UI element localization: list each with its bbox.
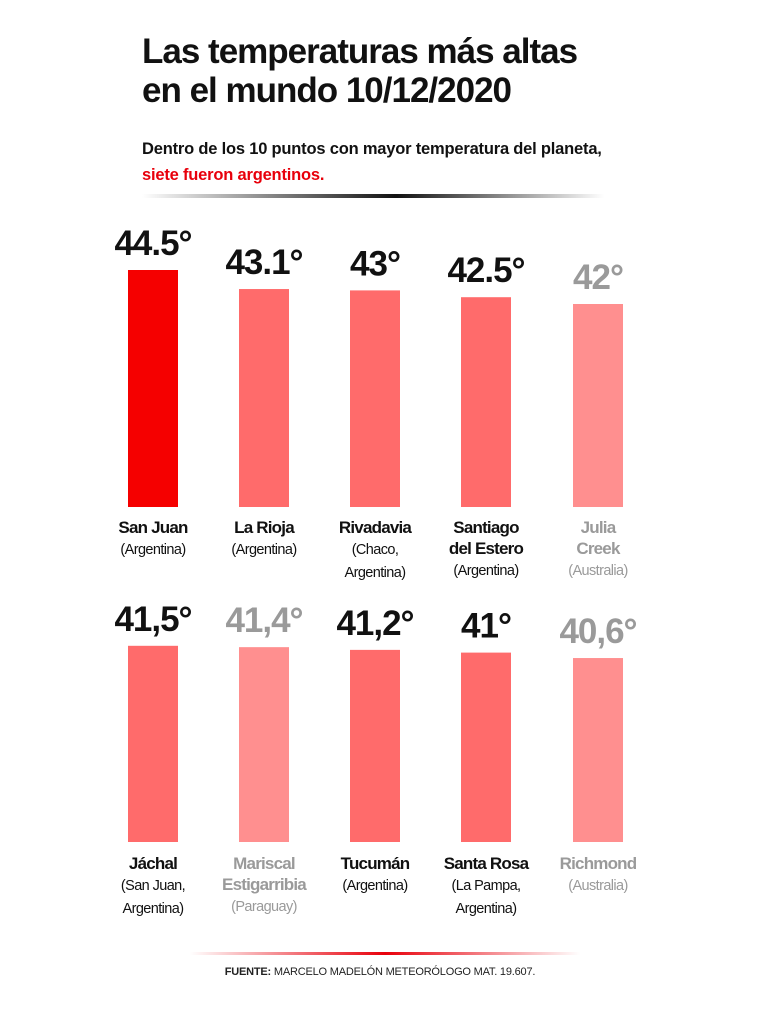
location-region-1-0: (Argentina) [231,542,296,558]
location-region-2-0: (Chaco, [352,542,399,558]
bar-9 [573,658,623,842]
location-name-9-0: Richmond [560,854,637,873]
bar-1 [239,289,289,507]
location-name-6-1: Estigarribia [222,875,307,894]
location-region-2-1: Argentina) [345,565,406,581]
location-name-2-0: Rivadavia [339,518,413,537]
value-label-2: 43° [350,244,400,283]
location-region-7-0: (Argentina) [342,878,407,894]
value-label-6: 41,4° [225,601,302,640]
value-label-7: 41,2° [336,604,413,643]
header-divider [142,194,604,198]
location-name-3-0: Santiago [453,518,519,537]
bar-8 [461,652,511,842]
value-label-4: 42° [573,258,623,297]
location-region-6-0: (Paraguay) [231,899,297,915]
bar-6 [239,647,289,842]
value-label-9: 40,6° [559,612,636,651]
location-region-4-0: (Australia) [568,563,627,579]
location-region-5-1: Argentina) [123,901,184,917]
source-note: FUENTE: MARCELO MADELÓN METEORÓLOGO MAT.… [0,966,760,978]
value-label-0: 44.5° [114,224,191,263]
location-name-4-1: Creek [576,539,621,558]
value-label-5: 41,5° [114,600,191,639]
location-region-5-0: (San Juan, [121,878,185,894]
location-name-6-0: Mariscal [233,854,295,873]
bar-5 [128,645,178,842]
footer-divider [190,952,580,955]
bar-3 [461,297,511,507]
bar-2 [350,290,400,507]
value-label-1: 43.1° [225,243,302,282]
location-name-5-0: Jáchal [129,854,177,873]
location-name-1-0: La Rioja [234,518,295,537]
bar-0 [128,270,178,507]
bar-4 [573,304,623,507]
value-label-8: 41° [461,607,511,646]
location-name-8-0: Santa Rosa [444,854,530,873]
location-name-4-0: Julia [581,518,617,537]
location-region-8-1: Argentina) [456,901,517,917]
location-name-0-0: San Juan [118,518,188,537]
location-region-3-0: (Argentina) [453,563,518,579]
location-region-9-0: (Australia) [568,878,627,894]
bar-7 [350,649,400,842]
source-label: FUENTE: [224,966,272,978]
subtitle: Dentro de los 10 puntos con mayor temper… [142,136,702,188]
title-line-2: en el mundo 10/12/2020 [142,71,512,110]
subtitle-line-1: Dentro de los 10 puntos con mayor temper… [142,140,602,158]
location-name-7-0: Tucumán [341,854,410,873]
title-line-1: Las temperaturas más altas [142,32,578,71]
subtitle-highlight: siete fueron argentinos. [142,166,325,184]
source-text: MARCELO MADELÓN METEORÓLOGO MAT. 19.607. [271,966,536,978]
value-label-3: 42.5° [447,251,524,290]
page-title: Las temperaturas más altas en el mundo 1… [142,32,702,110]
location-region-0-0: (Argentina) [120,542,185,558]
location-region-8-0: (La Pampa, [452,878,521,894]
location-name-3-1: del Estero [449,539,524,558]
